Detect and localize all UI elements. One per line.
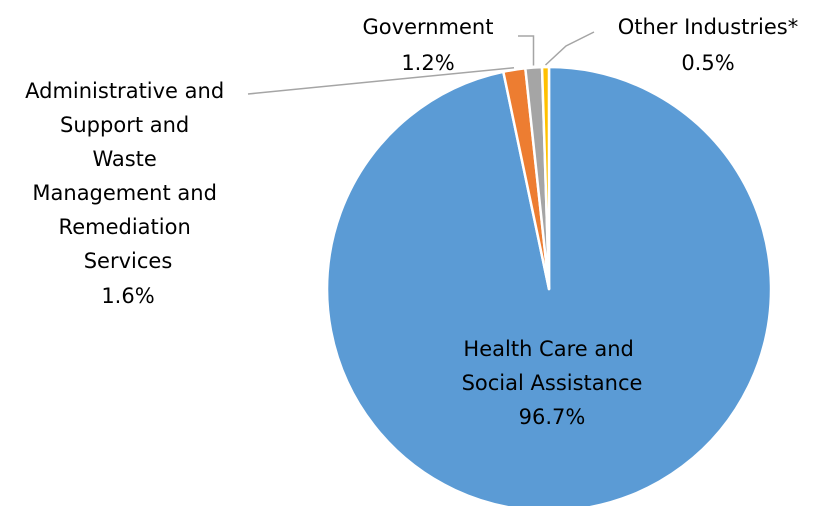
label-administrative-line-2: Support and	[60, 113, 189, 137]
leader-line-government	[518, 36, 534, 66]
label-administrative: Administrative and Support and Waste Man…	[25, 79, 231, 273]
label-government: Government	[363, 15, 494, 39]
pie-slices	[327, 67, 771, 506]
label-administrative-line-5: Remediation	[59, 215, 191, 239]
label-health-care-line-1: Health Care and	[463, 337, 633, 361]
label-other-industries: Other Industries*	[618, 15, 798, 39]
label-administrative-line-6: Services	[84, 249, 173, 273]
value-government: 1.2%	[401, 51, 454, 75]
value-administrative: 1.6%	[101, 284, 154, 308]
label-administrative-line-1: Administrative and	[25, 79, 224, 103]
label-health-care-line-2: Social Assistance	[462, 371, 643, 395]
value-other-industries: 0.5%	[681, 51, 734, 75]
value-health-care: 96.7%	[519, 405, 586, 429]
label-administrative-line-3: Waste	[92, 147, 156, 171]
label-administrative-line-4: Management and	[32, 181, 217, 205]
leader-line-other-industries	[546, 32, 595, 65]
